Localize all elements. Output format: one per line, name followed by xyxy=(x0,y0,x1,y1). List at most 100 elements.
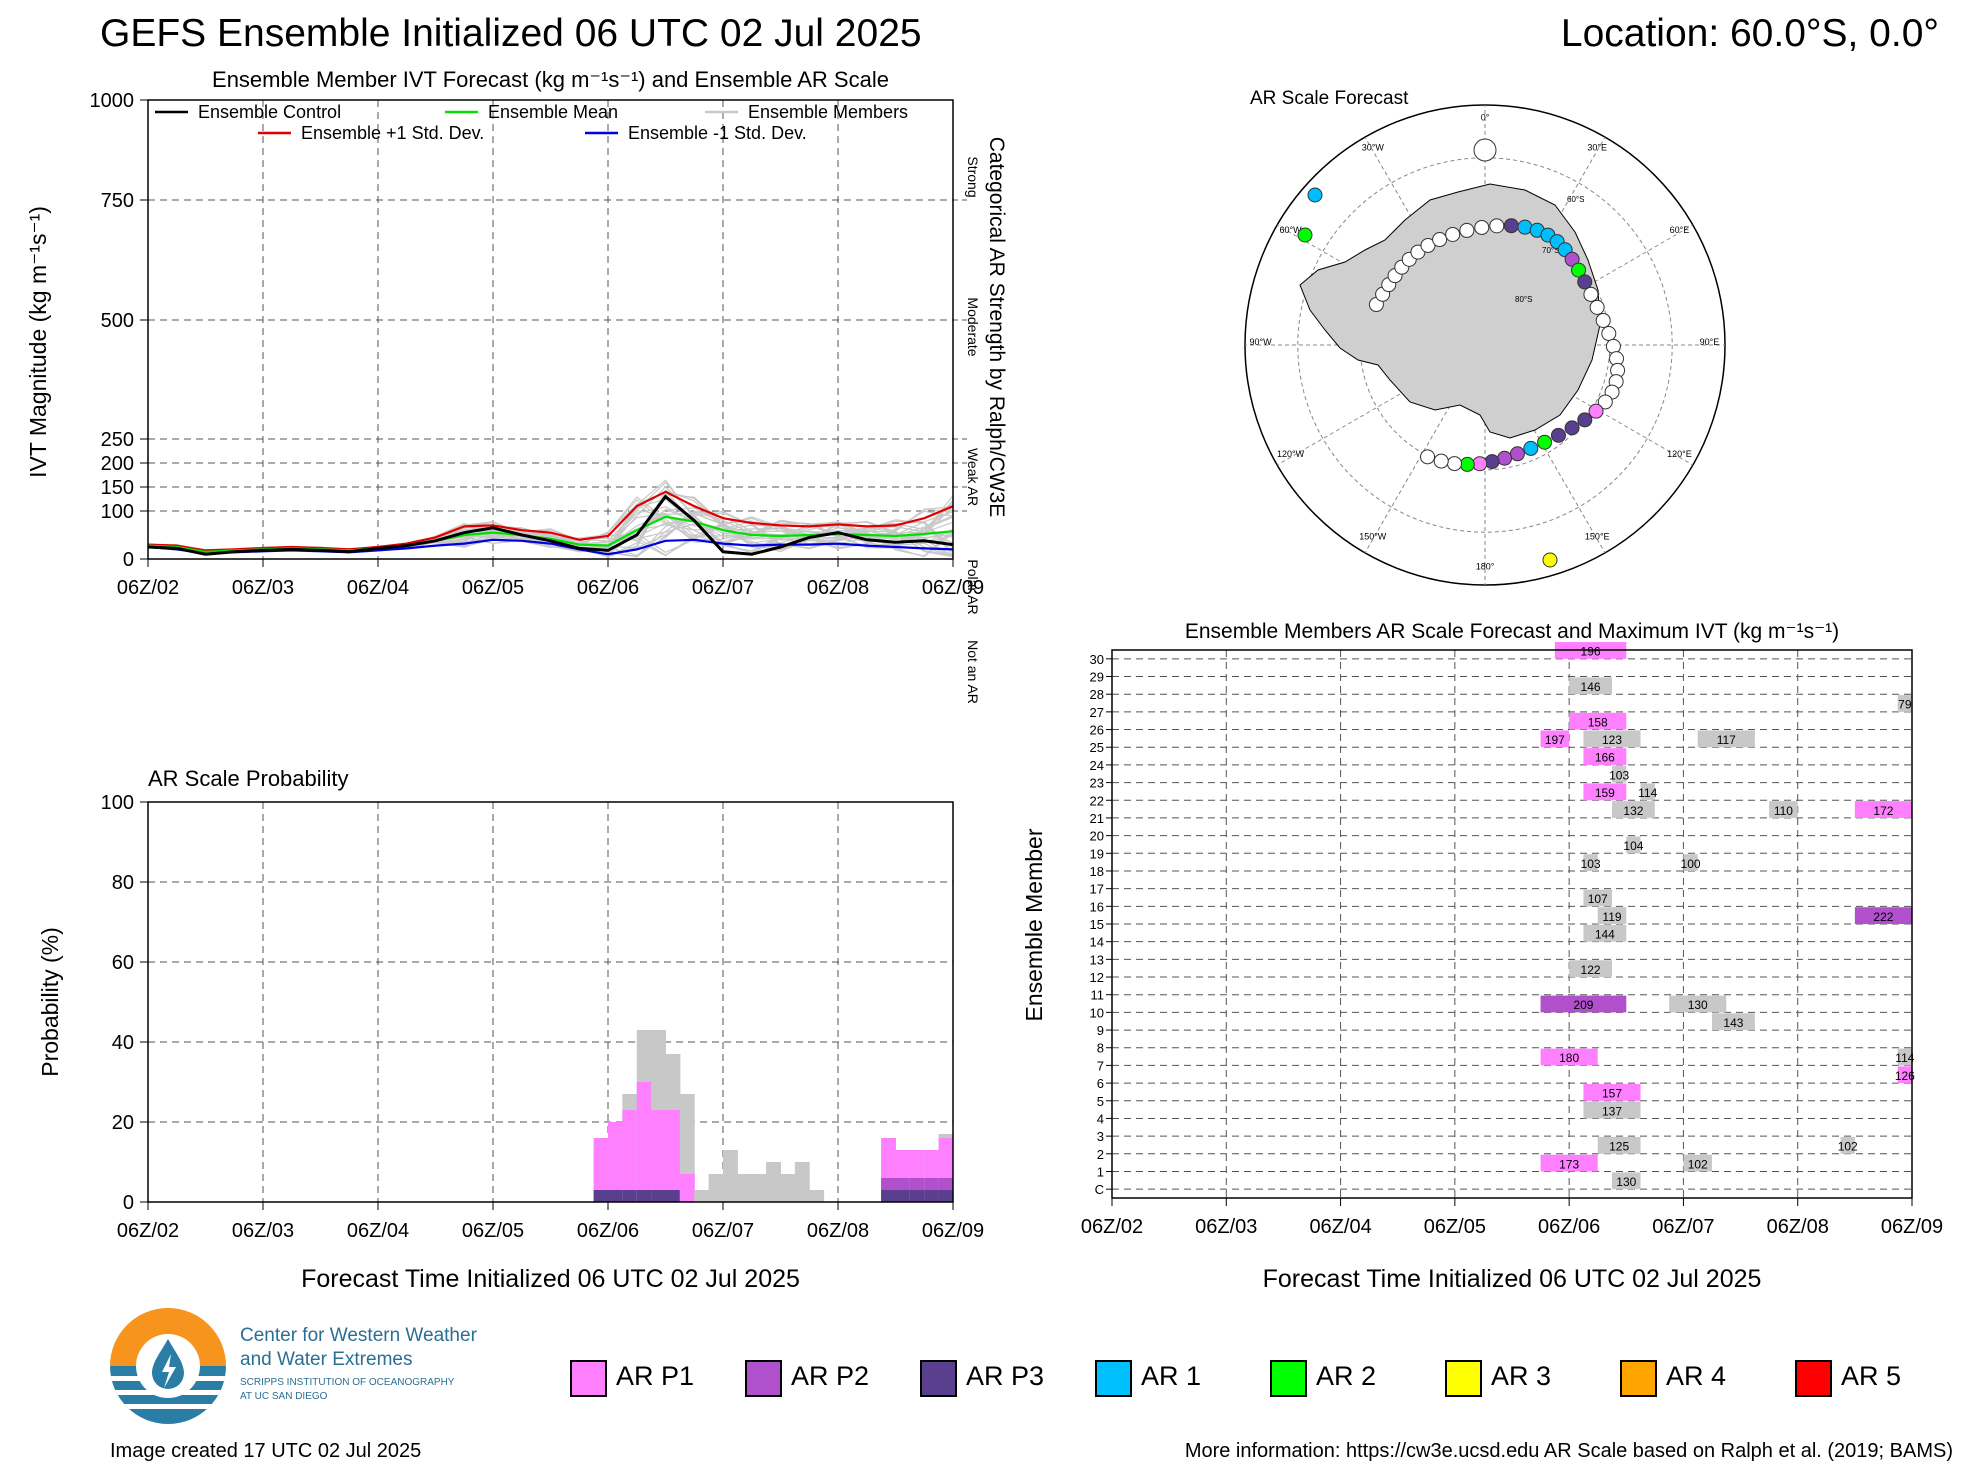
prob-bar-p3 xyxy=(665,1190,681,1202)
prob-bar-total xyxy=(708,1174,724,1202)
members-event-ivt: 172 xyxy=(1873,804,1893,818)
prob-bar-p3 xyxy=(622,1190,638,1202)
members-ytick-label: 28 xyxy=(1090,687,1104,702)
map-member-dot xyxy=(1420,449,1436,465)
map-member-dot xyxy=(1297,227,1313,243)
members-event-bar xyxy=(1569,712,1627,730)
ivt-right-label: Categorical AR Strength by Ralph/CW3E xyxy=(985,137,1008,518)
map-antarctica xyxy=(1299,183,1601,439)
members-event-ivt: 125 xyxy=(1609,1140,1629,1154)
map-lon-line xyxy=(1364,344,1486,554)
map-member-dot xyxy=(1459,222,1475,238)
map-member-dot xyxy=(1484,454,1500,470)
members-event-bar xyxy=(1540,995,1627,1013)
map-lon-label: 30°E xyxy=(1587,143,1607,153)
prob-ytick-label: 0 xyxy=(123,1192,134,1214)
members-chart: Ensemble Members AR Scale Forecast and M… xyxy=(1021,620,1943,1293)
logo-line-3: SCRIPPS INSTITUTION OF OCEANOGRAPHY xyxy=(240,1377,455,1388)
members-event-bar xyxy=(1897,1048,1912,1066)
prob-bar-total xyxy=(737,1174,753,1202)
members-event-ivt: 114 xyxy=(1895,1051,1914,1065)
members-event-bar xyxy=(1840,1137,1855,1154)
prob-ytick-label: 20 xyxy=(112,1112,134,1134)
ivt-ytick-label: 150 xyxy=(101,477,134,499)
prob-xtick-label: 06Z/03 xyxy=(232,1220,294,1242)
map-lon-label: 150°W xyxy=(1359,531,1387,541)
members-event-bar xyxy=(1583,783,1627,801)
members-event-bar xyxy=(1540,1048,1598,1066)
members-event-bar xyxy=(1569,960,1612,978)
map-member-dot xyxy=(1577,274,1593,290)
members-event-bar xyxy=(1897,695,1912,712)
map-member-dot xyxy=(1432,232,1448,248)
members-event-ivt: 158 xyxy=(1588,715,1608,729)
map-lon-label: 30°W xyxy=(1362,143,1385,153)
prob-bar-total xyxy=(766,1162,781,1202)
legend-swatch xyxy=(1620,1360,1657,1397)
members-event-bar xyxy=(1854,801,1912,818)
map-title: AR Scale Forecast xyxy=(1250,88,1409,109)
map-member-dot xyxy=(1497,450,1513,466)
ivt-category-label: Strong xyxy=(965,156,981,197)
members-ytick-label: 19 xyxy=(1090,846,1104,861)
map-member-dot xyxy=(1605,338,1621,354)
ivt-xtick-label: 06Z/08 xyxy=(807,577,869,599)
legend-label: AR 5 xyxy=(1841,1361,1902,1391)
members-ytick-label: 8 xyxy=(1097,1041,1104,1056)
members-event-bar xyxy=(1597,1137,1641,1154)
ivt-category-label: Weak AR xyxy=(965,448,981,506)
legend-swatch xyxy=(1095,1360,1132,1397)
members-event-bar xyxy=(1669,995,1727,1013)
members-event-ivt: 144 xyxy=(1595,927,1615,941)
map-lon-label: 90°W xyxy=(1249,337,1272,347)
members-event-bar xyxy=(1583,854,1598,871)
map-member-dot xyxy=(1472,456,1488,472)
map-lon-label: 150°E xyxy=(1585,531,1610,541)
prob-bar-p3 xyxy=(924,1190,940,1202)
members-frame xyxy=(1111,649,1913,1199)
map-member-dot xyxy=(1509,446,1525,462)
members-ytick-label: 22 xyxy=(1090,793,1104,808)
prob-bar-p1 xyxy=(608,1122,623,1202)
prob-xtick-label: 06Z/06 xyxy=(577,1220,639,1242)
more-info-link[interactable]: More information: https://cw3e.ucsd.edu … xyxy=(1184,1440,1953,1462)
map-member-dot xyxy=(1542,552,1558,568)
legend-swatch xyxy=(1795,1360,1832,1397)
members-event-ivt: 130 xyxy=(1688,998,1708,1012)
map-lon-label: 0° xyxy=(1481,113,1490,123)
members-ytick-label: 3 xyxy=(1097,1129,1104,1144)
members-ytick-label: 13 xyxy=(1090,952,1104,967)
prob-chart-title: AR Scale Probability xyxy=(148,766,349,791)
members-ylabel: Ensemble Member xyxy=(1021,828,1047,1021)
prob-bar-p1 xyxy=(679,1174,695,1202)
members-event-ivt: 117 xyxy=(1717,733,1736,747)
map-member-dot xyxy=(1503,218,1519,234)
members-event-ivt: 107 xyxy=(1588,892,1608,906)
ivt-ytick-label: 500 xyxy=(101,310,134,332)
probability-chart: AR Scale Probability 0 20 40 60 80 100 06Z/02 06… xyxy=(37,766,984,1293)
members-xtick-label: 06Z/03 xyxy=(1195,1216,1257,1238)
prob-bar-p3 xyxy=(651,1190,666,1202)
members-event-bar xyxy=(1540,730,1570,748)
members-event-ivt: 114 xyxy=(1638,786,1657,800)
ivt-xtick-label: 06Z/07 xyxy=(692,577,754,599)
map-lat-label: 60°S xyxy=(1567,195,1584,204)
map-member-dot xyxy=(1473,138,1497,162)
map-lat-label: 80°S xyxy=(1515,295,1532,304)
location-label: Location: 60.0°S, 0.0° xyxy=(1560,12,1939,55)
ivt-xtick-label: 06Z/09 xyxy=(922,577,984,599)
members-event-bar xyxy=(1697,730,1755,748)
ivt-legend-label: Ensemble -1 Std. Dev. xyxy=(628,123,807,143)
map-lon-line xyxy=(1484,344,1694,466)
members-event-bar xyxy=(1612,801,1655,818)
page-title: GEFS Ensemble Initialized 06 UTC 02 Jul … xyxy=(100,12,922,55)
members-event-ivt: 119 xyxy=(1602,910,1621,924)
members-ytick-label: 20 xyxy=(1090,829,1104,844)
members-event-ivt: 100 xyxy=(1681,857,1701,871)
logo-line-2: and Water Extremes xyxy=(240,1349,413,1370)
members-ytick-label: 2 xyxy=(1097,1147,1104,1162)
members-event-ivt: 132 xyxy=(1623,804,1643,818)
ivt-chart-title: Ensemble Member IVT Forecast (kg m⁻¹s⁻¹)… xyxy=(212,67,889,92)
legend-label: AR P3 xyxy=(966,1361,1045,1391)
map-member-dot xyxy=(1571,262,1587,278)
